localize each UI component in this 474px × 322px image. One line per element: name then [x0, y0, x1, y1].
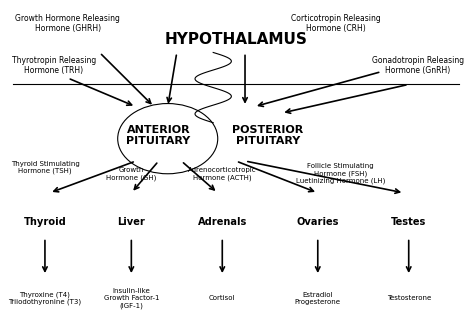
- Text: Follicle Stimulating
Hormone (FSH)
Luetinizing Hormone (LH): Follicle Stimulating Hormone (FSH) Lueti…: [296, 163, 385, 184]
- Text: Testes: Testes: [391, 217, 427, 227]
- Text: ANTERIOR
PITUITARY: ANTERIOR PITUITARY: [127, 125, 191, 146]
- Text: Adrenocorticotropic
Hormone (ACTH): Adrenocorticotropic Hormone (ACTH): [188, 167, 256, 181]
- Text: Growth Hormone Releasing
Hormone (GHRH): Growth Hormone Releasing Hormone (GHRH): [15, 14, 120, 33]
- Text: POSTERIOR
PITUITARY: POSTERIOR PITUITARY: [232, 125, 303, 146]
- Text: Thyrotropin Releasing
Hormone (TRH): Thyrotropin Releasing Hormone (TRH): [12, 55, 96, 75]
- Text: Testosterone: Testosterone: [387, 295, 431, 301]
- Text: Gonadotropin Releasing
Hormone (GnRH): Gonadotropin Releasing Hormone (GnRH): [372, 55, 464, 75]
- Text: Cortisol: Cortisol: [209, 295, 236, 301]
- Text: Corticotropin Releasing
Hormone (CRH): Corticotropin Releasing Hormone (CRH): [291, 14, 381, 33]
- Text: Insulin-like
Growth Factor-1
(IGF-1): Insulin-like Growth Factor-1 (IGF-1): [104, 288, 159, 308]
- Text: Thyroxine (T4)
Triiodothyronine (T3): Thyroxine (T4) Triiodothyronine (T3): [9, 291, 82, 305]
- Text: Thyroid: Thyroid: [24, 217, 66, 227]
- Text: Liver: Liver: [118, 217, 145, 227]
- Text: Growth
Hormone (GH): Growth Hormone (GH): [106, 167, 156, 181]
- Text: Thyroid Stimulating
Hormone (TSH): Thyroid Stimulating Hormone (TSH): [10, 161, 79, 174]
- Text: Ovaries: Ovaries: [297, 217, 339, 227]
- Text: Adrenals: Adrenals: [198, 217, 247, 227]
- Text: Estradiol
Progesterone: Estradiol Progesterone: [295, 292, 341, 305]
- Text: HYPOTHALAMUS: HYPOTHALAMUS: [164, 32, 307, 47]
